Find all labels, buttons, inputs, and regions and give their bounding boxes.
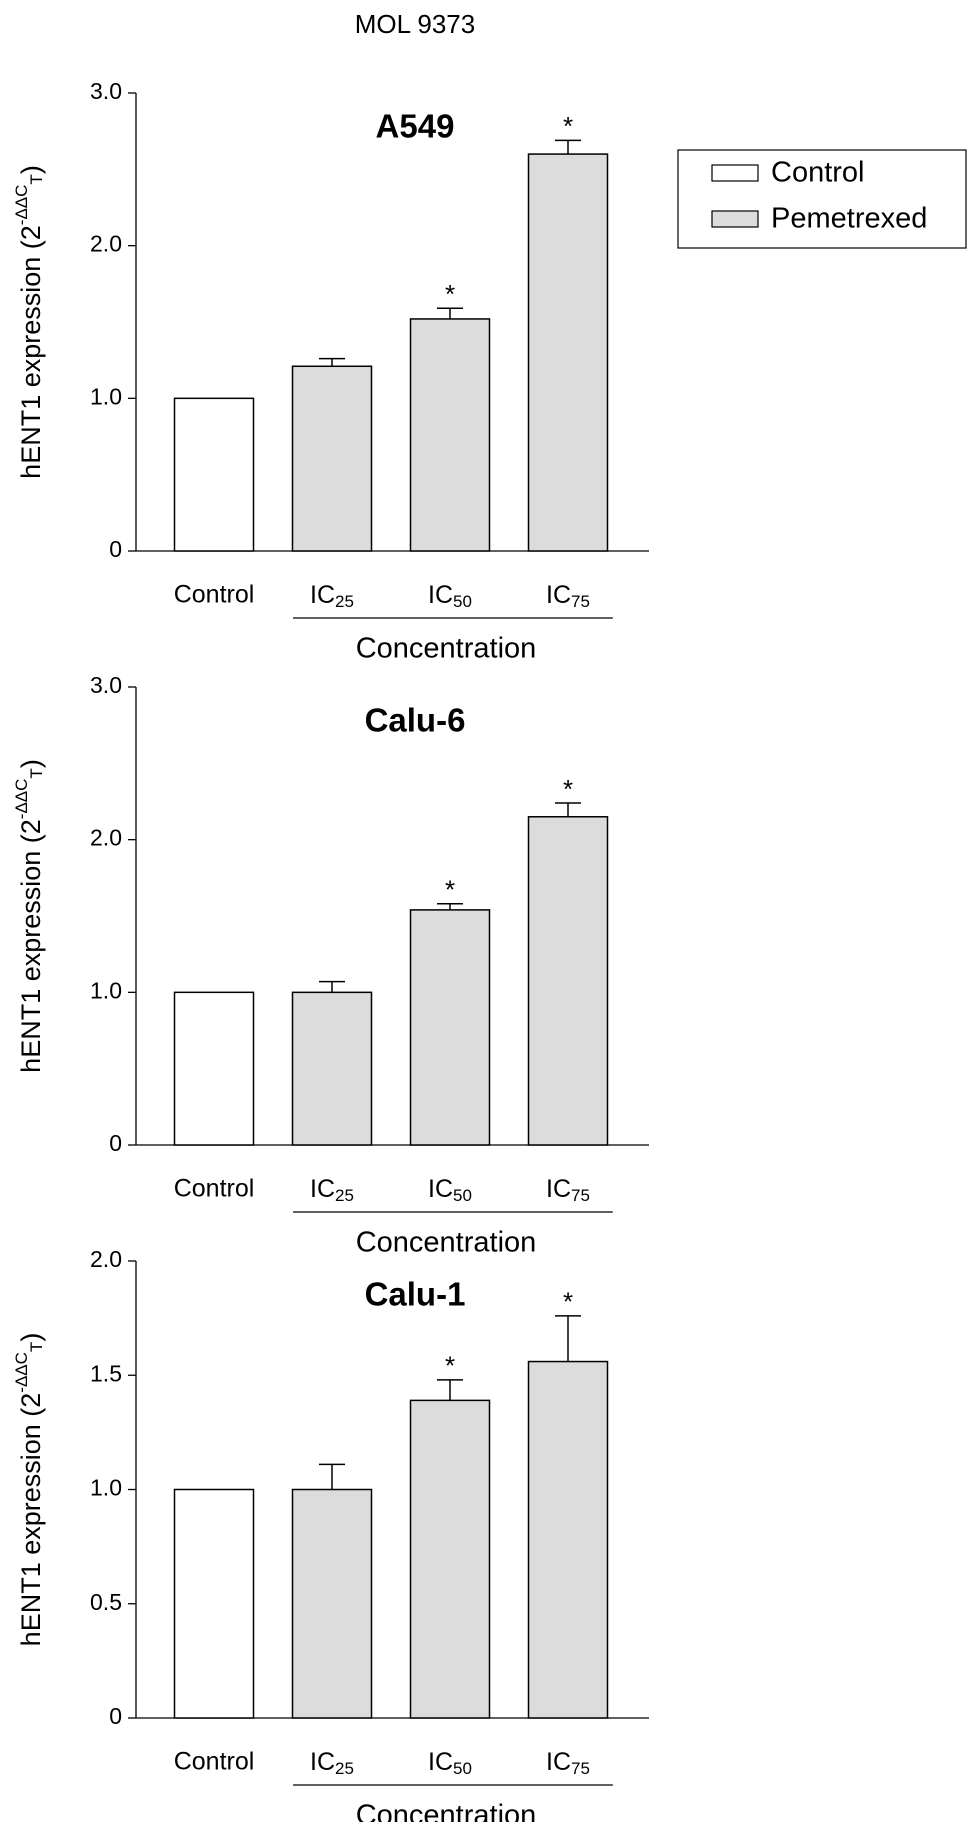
- y-tick-label: 3.0: [90, 78, 122, 104]
- error-bar: [555, 1315, 581, 1362]
- bar: [527, 153, 609, 552]
- y-tick-label: 1.5: [90, 1360, 122, 1386]
- y-tick-label: 0: [109, 536, 122, 562]
- legend-swatch: [711, 210, 759, 228]
- chart-title: A549: [376, 108, 455, 145]
- x-tick-label: IC75: [546, 1175, 590, 1206]
- x-tick-label: IC25: [310, 1175, 354, 1206]
- error-bar: [437, 307, 463, 319]
- bar: [173, 397, 255, 552]
- bar: [173, 991, 255, 1146]
- significance-mark: *: [445, 279, 455, 309]
- legend-label: Control: [771, 157, 865, 189]
- bar: [291, 1488, 373, 1719]
- bar: [409, 909, 491, 1146]
- y-tick-label: 0: [109, 1703, 122, 1729]
- x-tick-label: IC25: [310, 1748, 354, 1779]
- y-tick-label: 0: [109, 1130, 122, 1156]
- legend-label: Pemetrexed: [771, 203, 927, 235]
- bar: [527, 1360, 609, 1719]
- error-bar: [319, 980, 345, 993]
- x-tick-label: Control: [174, 581, 255, 609]
- x-tick-label: IC25: [310, 581, 354, 612]
- x-tick-label: Control: [174, 1175, 255, 1203]
- error-bar: [555, 802, 581, 817]
- y-axis-label: hENT1 expression (2-ΔΔCT): [12, 759, 46, 1073]
- y-axis-label: hENT1 expression (2-ΔΔCT): [12, 165, 46, 479]
- significance-mark: *: [563, 774, 573, 804]
- x-tick-label: IC75: [546, 581, 590, 612]
- bar: [173, 1488, 255, 1719]
- error-bar: [437, 1379, 463, 1401]
- y-tick-label: 2.0: [90, 825, 122, 851]
- significance-mark: *: [445, 875, 455, 905]
- chart-title: Calu-6: [365, 702, 466, 739]
- y-tick-label: 1.0: [90, 1475, 122, 1501]
- significance-mark: *: [563, 111, 573, 141]
- y-tick-label: 1.0: [90, 383, 122, 409]
- error-bar: [437, 903, 463, 910]
- x-axis-label: Concentration: [356, 1800, 537, 1822]
- y-tick-label: 0.5: [90, 1589, 122, 1615]
- error-bar: [319, 1463, 345, 1490]
- y-axis-label: hENT1 expression (2-ΔΔCT): [12, 1333, 46, 1647]
- x-tick-label: IC50: [428, 1175, 472, 1206]
- bar: [409, 318, 491, 552]
- page-title: MOL 9373: [355, 9, 475, 39]
- bar: [527, 816, 609, 1146]
- bar: [291, 365, 373, 552]
- significance-mark: *: [445, 1351, 455, 1381]
- bar: [291, 991, 373, 1146]
- y-tick-label: 1.0: [90, 977, 122, 1003]
- y-tick-label: 2.0: [90, 1246, 122, 1272]
- x-tick-label: IC50: [428, 581, 472, 612]
- y-tick-label: 2.0: [90, 231, 122, 257]
- error-bar: [319, 357, 345, 367]
- y-tick-label: 3.0: [90, 672, 122, 698]
- x-tick-label: IC75: [546, 1748, 590, 1779]
- legend-swatch: [711, 164, 759, 182]
- error-bar: [555, 139, 581, 155]
- chart-title: Calu-1: [365, 1276, 466, 1313]
- x-axis-label: Concentration: [356, 1227, 537, 1259]
- bar: [409, 1399, 491, 1719]
- x-tick-label: Control: [174, 1748, 255, 1776]
- significance-mark: *: [563, 1287, 573, 1317]
- x-axis-label: Concentration: [356, 633, 537, 665]
- x-tick-label: IC50: [428, 1748, 472, 1779]
